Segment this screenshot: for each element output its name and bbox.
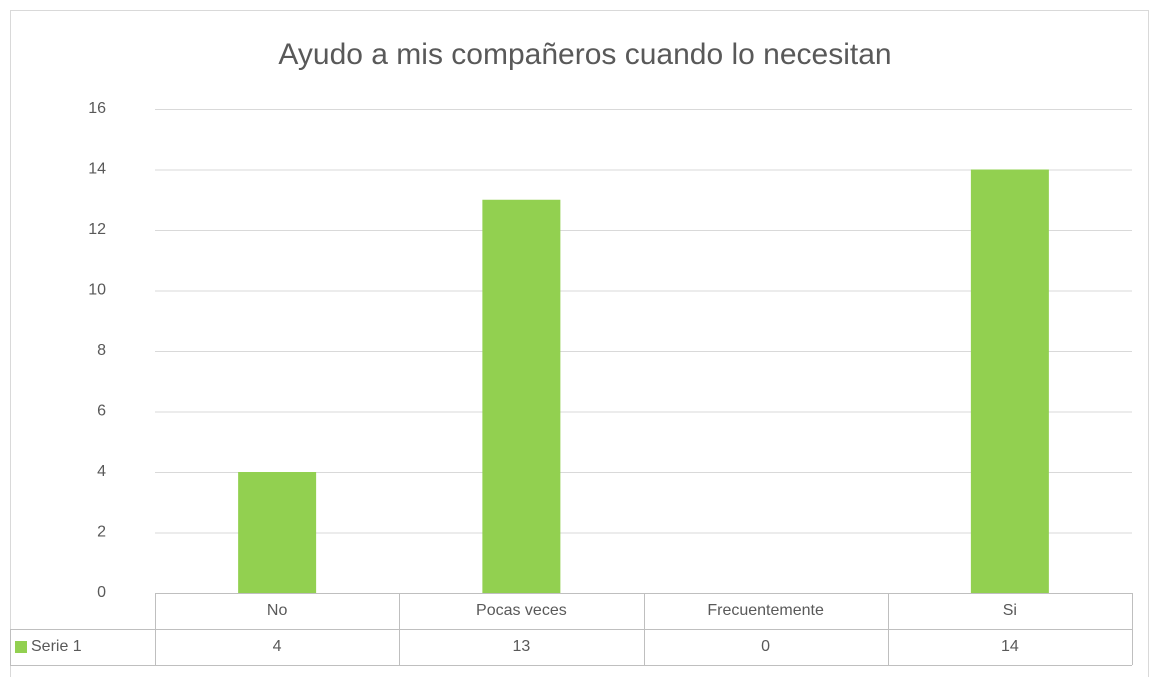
x-tick-label: No [267, 602, 288, 619]
y-tick-label: 2 [97, 524, 106, 541]
y-tick-label: 14 [88, 161, 106, 178]
legend-label: Serie 1 [31, 638, 82, 655]
y-tick-label: 10 [88, 282, 106, 299]
table-value: 0 [761, 638, 770, 655]
table-value: 4 [273, 638, 282, 655]
table-value: 14 [1001, 638, 1019, 655]
bar [482, 199, 561, 593]
chart-title: Ayudo a mis compañeros cuando lo necesit… [278, 38, 891, 71]
chart-border [10, 10, 1149, 677]
y-tick-label: 0 [97, 584, 106, 601]
y-tick-label: 16 [88, 100, 106, 117]
y-tick-label: 4 [97, 463, 106, 480]
y-tick-label: 12 [88, 221, 106, 238]
bar [238, 472, 317, 593]
x-tick-label: Frecuentemente [707, 602, 824, 619]
legend-key [15, 641, 27, 653]
y-tick-label: 6 [97, 403, 106, 420]
bar [970, 169, 1049, 593]
y-tick-label: 8 [97, 342, 106, 359]
table-value: 13 [512, 638, 530, 655]
x-tick-label: Si [1003, 602, 1017, 619]
x-tick-label: Pocas veces [476, 602, 567, 619]
